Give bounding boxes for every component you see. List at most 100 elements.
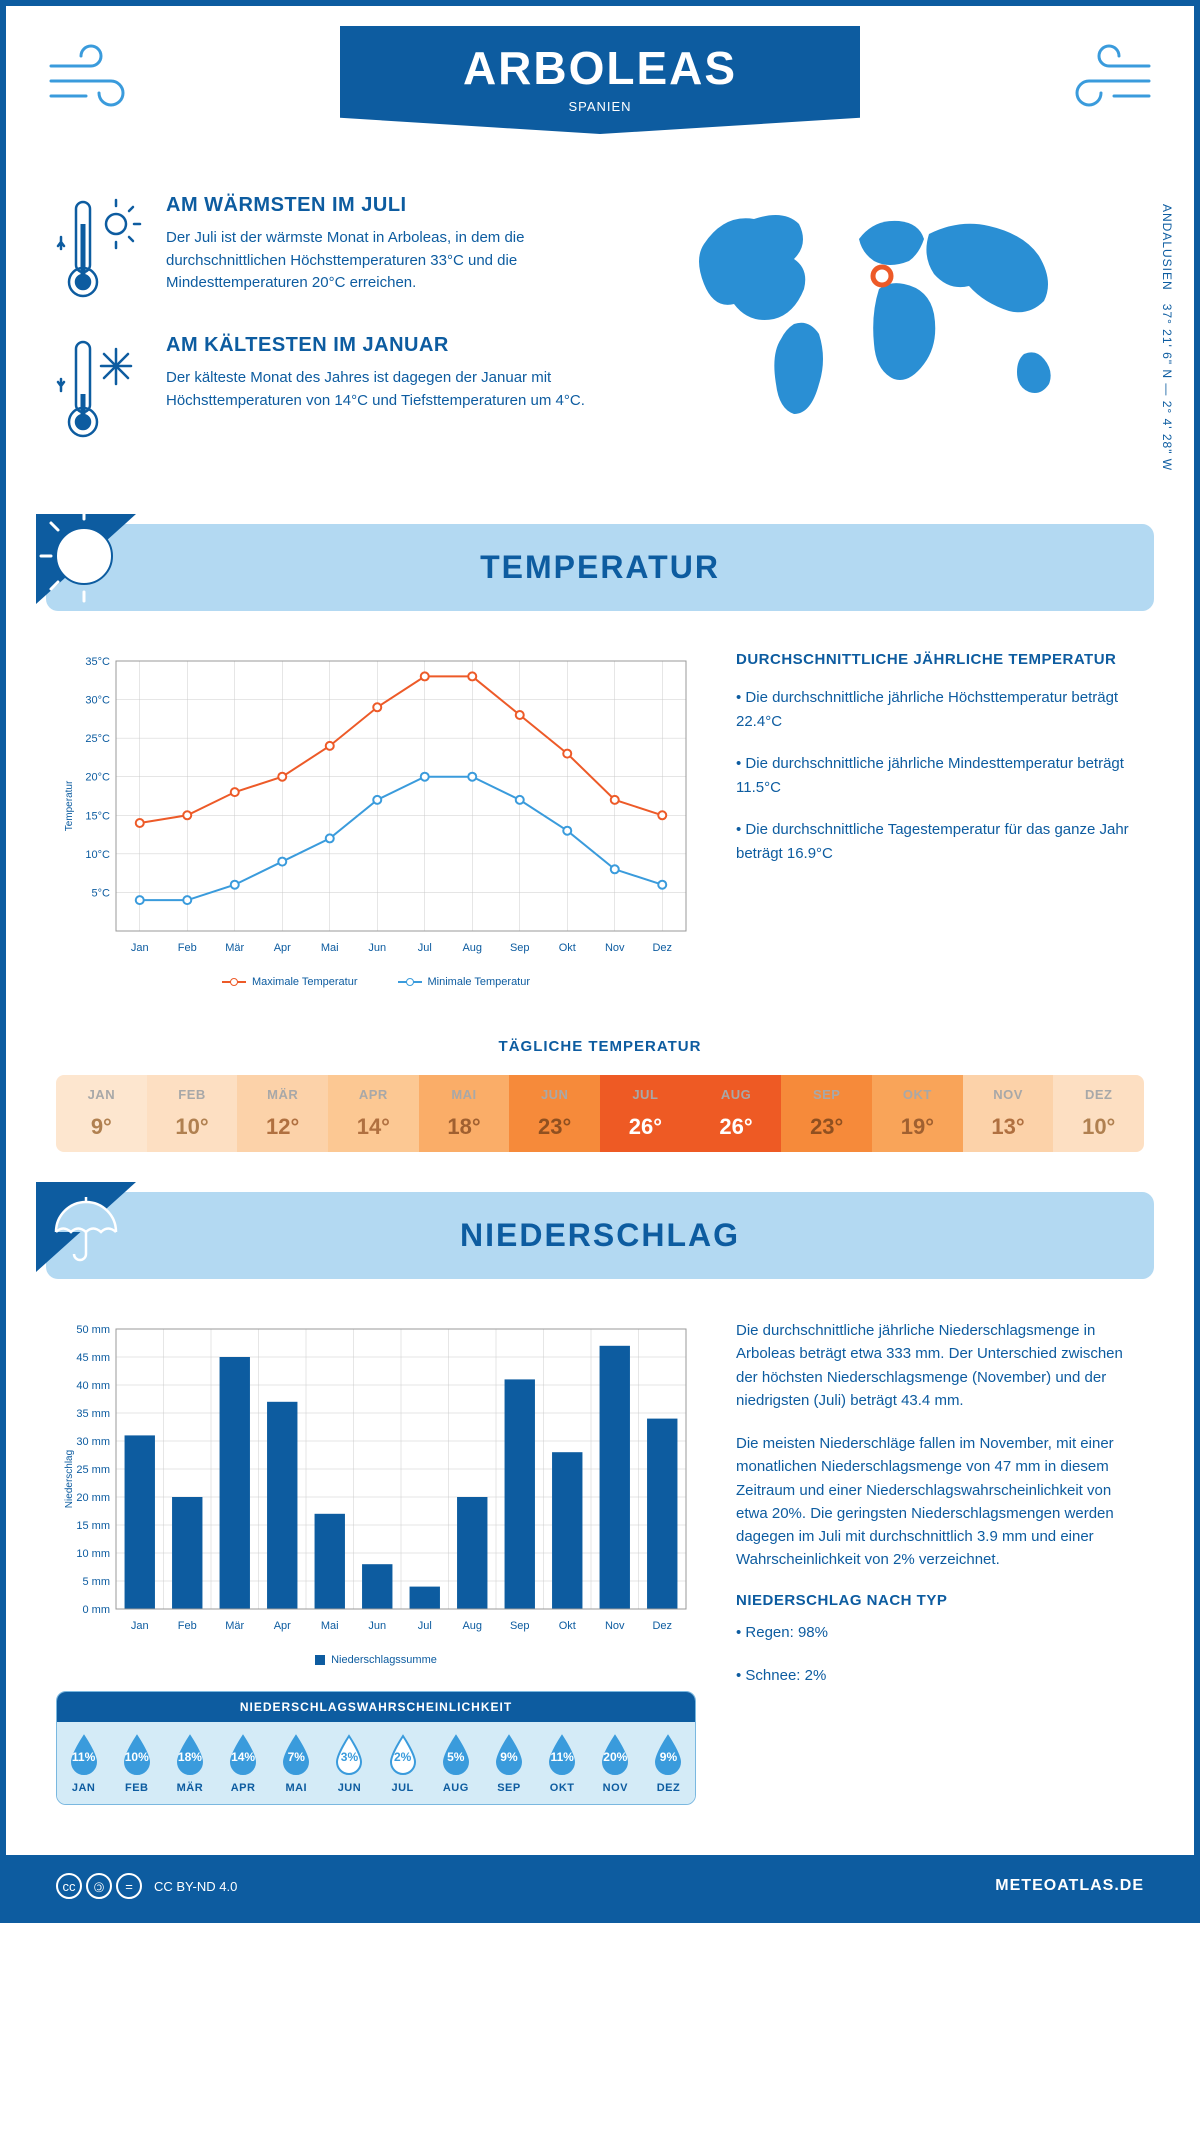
probability-cell: 14% APR <box>217 1734 270 1794</box>
svg-text:Okt: Okt <box>559 1620 576 1632</box>
svg-text:Okt: Okt <box>559 942 576 954</box>
svg-text:50 mm: 50 mm <box>76 1324 110 1336</box>
precipitation-summary: Die durchschnittliche jährliche Niedersc… <box>736 1319 1144 1805</box>
svg-text:25°C: 25°C <box>85 733 110 745</box>
temperature-summary: DURCHSCHNITTLICHE JÄHRLICHE TEMPERATUR •… <box>736 651 1144 988</box>
license-label: CC BY-ND 4.0 <box>154 1879 237 1894</box>
coldest-text: Der kälteste Monat des Jahres ist dagege… <box>166 367 605 412</box>
title-banner: ARBOLEAS SPANIEN <box>340 26 860 134</box>
temp-cell: JAN9° <box>56 1075 147 1152</box>
svg-text:Mär: Mär <box>225 1620 244 1632</box>
precipitation-section-header: NIEDERSCHLAG <box>46 1192 1154 1279</box>
probability-cell: 9% DEZ <box>642 1734 695 1794</box>
svg-text:35 mm: 35 mm <box>76 1408 110 1420</box>
svg-text:5 mm: 5 mm <box>83 1576 111 1588</box>
svg-text:Temperatur: Temperatur <box>64 780 75 831</box>
warmest-block: AM WÄRMSTEN IM JULI Der Juli ist der wär… <box>56 194 605 304</box>
svg-text:15°C: 15°C <box>85 810 110 822</box>
wind-icon <box>1044 36 1154 116</box>
svg-text:25 mm: 25 mm <box>76 1464 110 1476</box>
svg-text:Dez: Dez <box>652 1620 672 1632</box>
chart-legend: Maximale Temperatur Minimale Temperatur <box>56 976 696 988</box>
probability-cell: 5% AUG <box>429 1734 482 1794</box>
warmest-text: Der Juli ist der wärmste Monat in Arbole… <box>166 227 605 295</box>
wind-icon <box>46 36 156 116</box>
footer: cc🄯= CC BY-ND 4.0 METEOATLAS.DE <box>6 1855 1194 1917</box>
temp-cell: MAI18° <box>419 1075 510 1152</box>
svg-text:Jan: Jan <box>131 1620 149 1632</box>
brand-label: METEOATLAS.DE <box>995 1877 1144 1895</box>
svg-text:Jul: Jul <box>418 942 432 954</box>
svg-text:Feb: Feb <box>178 1620 197 1632</box>
header: ARBOLEAS SPANIEN <box>6 6 1194 174</box>
svg-text:10°C: 10°C <box>85 849 110 861</box>
probability-cell: 11% OKT <box>536 1734 589 1794</box>
svg-text:45 mm: 45 mm <box>76 1352 110 1364</box>
temp-cell: JUL26° <box>600 1075 691 1152</box>
cc-icon: cc🄯= <box>56 1873 142 1899</box>
world-map <box>684 194 1104 424</box>
sun-icon <box>36 514 156 614</box>
probability-cell: 7% MAI <box>270 1734 323 1794</box>
svg-text:Aug: Aug <box>462 1620 482 1632</box>
city-title: ARBOLEAS <box>340 41 860 95</box>
temp-cell: NOV13° <box>963 1075 1054 1152</box>
warmest-title: AM WÄRMSTEN IM JULI <box>166 194 605 217</box>
probability-cell: 10% FEB <box>110 1734 163 1794</box>
svg-text:0 mm: 0 mm <box>83 1604 111 1616</box>
temperature-section-header: TEMPERATUR <box>46 524 1154 611</box>
probability-cell: 18% MÄR <box>163 1734 216 1794</box>
probability-cell: 11% JAN <box>57 1734 110 1794</box>
svg-text:Mär: Mär <box>225 942 244 954</box>
thermometer-hot-icon <box>56 194 146 304</box>
precipitation-probability-box: NIEDERSCHLAGSWAHRSCHEINLICHKEIT 11% JAN … <box>56 1691 696 1805</box>
svg-text:Mai: Mai <box>321 942 339 954</box>
svg-text:Sep: Sep <box>510 1620 530 1632</box>
country-label: SPANIEN <box>340 99 860 114</box>
svg-text:5°C: 5°C <box>92 887 111 899</box>
svg-text:Apr: Apr <box>274 1620 291 1632</box>
daily-temperature-table: TÄGLICHE TEMPERATUR JAN9°FEB10°MÄR12°APR… <box>56 1038 1144 1152</box>
precipitation-bar-chart: 0 mm 5 mm 10 mm 15 mm 20 mm 25 mm 30 mm 35 mm 40… <box>56 1319 696 1805</box>
svg-text:20°C: 20°C <box>85 772 110 784</box>
svg-text:Jan: Jan <box>131 942 149 954</box>
probability-cell: 20% NOV <box>589 1734 642 1794</box>
precipitation-title: NIEDERSCHLAG <box>46 1217 1154 1254</box>
svg-text:30 mm: 30 mm <box>76 1436 110 1448</box>
svg-text:35°C: 35°C <box>85 656 110 668</box>
svg-text:20 mm: 20 mm <box>76 1492 110 1504</box>
coldest-title: AM KÄLTESTEN IM JANUAR <box>166 334 605 357</box>
temperature-line-chart: 5°C10°C15°C20°C25°C30°C35°CJanFebMärAprM… <box>56 651 696 988</box>
temp-cell: AUG26° <box>691 1075 782 1152</box>
svg-text:Aug: Aug <box>462 942 482 954</box>
svg-text:Jun: Jun <box>368 1620 386 1632</box>
probability-cell: 2% JUL <box>376 1734 429 1794</box>
coldest-block: AM KÄLTESTEN IM JANUAR Der kälteste Mona… <box>56 334 605 444</box>
temp-cell: OKT19° <box>872 1075 963 1152</box>
temp-cell: FEB10° <box>147 1075 238 1152</box>
svg-text:Nov: Nov <box>605 942 625 954</box>
svg-text:Niederschlag: Niederschlag <box>64 1450 75 1508</box>
temp-cell: MÄR12° <box>237 1075 328 1152</box>
svg-text:Nov: Nov <box>605 1620 625 1632</box>
svg-text:10 mm: 10 mm <box>76 1548 110 1560</box>
probability-cell: 9% SEP <box>482 1734 535 1794</box>
svg-text:15 mm: 15 mm <box>76 1520 110 1532</box>
svg-text:Jul: Jul <box>418 1620 432 1632</box>
coordinates: ANDALUSIEN 37° 21' 6" N — 2° 4' 28" W <box>1160 204 1174 471</box>
svg-text:Mai: Mai <box>321 1620 339 1632</box>
svg-text:Jun: Jun <box>368 942 386 954</box>
svg-text:Sep: Sep <box>510 942 530 954</box>
temp-cell: APR14° <box>328 1075 419 1152</box>
temp-cell: DEZ10° <box>1053 1075 1144 1152</box>
intro-section: AM WÄRMSTEN IM JULI Der Juli ist der wär… <box>6 174 1194 514</box>
temp-cell: SEP23° <box>781 1075 872 1152</box>
thermometer-cold-icon <box>56 334 146 444</box>
probability-cell: 3% JUN <box>323 1734 376 1794</box>
temperature-title: TEMPERATUR <box>46 549 1154 586</box>
svg-text:40 mm: 40 mm <box>76 1380 110 1392</box>
temp-cell: JUN23° <box>509 1075 600 1152</box>
chart-legend: Niederschlagssumme <box>56 1654 696 1666</box>
svg-text:Apr: Apr <box>274 942 291 954</box>
svg-text:30°C: 30°C <box>85 695 110 707</box>
